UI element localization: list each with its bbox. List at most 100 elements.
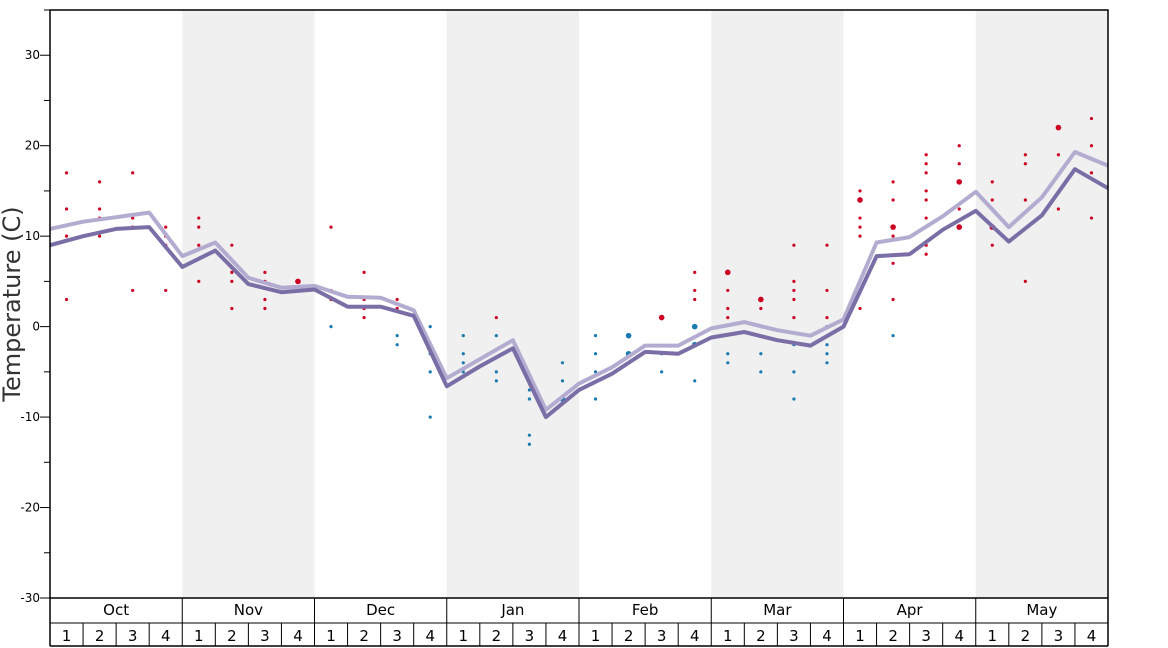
cold-point (428, 415, 432, 419)
month-label: Feb (632, 601, 659, 619)
cold-point (825, 361, 829, 365)
warm-point (726, 288, 730, 293)
cold-point (593, 334, 598, 338)
warm-point (164, 225, 168, 229)
warm-point (97, 207, 102, 211)
warm-point (890, 224, 896, 230)
warm-point (263, 306, 267, 311)
warm-point (164, 288, 168, 293)
warm-point (64, 234, 69, 238)
warm-point (1023, 198, 1027, 202)
month-bands (182, 10, 1108, 598)
cold-point (494, 379, 498, 383)
y-tick-label: 20 (25, 139, 40, 153)
warm-point (329, 225, 333, 229)
week-label: 2 (492, 627, 502, 645)
cold-point (461, 352, 465, 356)
cold-point (527, 388, 532, 392)
cold-point (494, 334, 498, 338)
warm-point (1089, 116, 1094, 121)
cold-point (593, 352, 598, 356)
cold-point (625, 332, 632, 339)
warm-point (858, 225, 862, 229)
warm-point (1056, 153, 1061, 157)
y-tick-label: -30 (20, 591, 40, 605)
week-label: 4 (690, 627, 700, 645)
week-label: 2 (359, 627, 369, 645)
cold-point (759, 352, 763, 356)
week-label: 1 (591, 627, 601, 645)
warm-point (362, 315, 366, 320)
cold-point (691, 323, 698, 330)
warm-point (990, 180, 994, 184)
month-band (446, 10, 579, 598)
cold-point (527, 397, 532, 401)
week-label: 3 (789, 627, 799, 645)
warm-point (197, 279, 201, 283)
cold-point (395, 343, 399, 347)
warm-point (1023, 279, 1027, 283)
warm-point (792, 297, 796, 302)
warm-point (263, 297, 267, 302)
warm-point (295, 278, 301, 285)
warm-point (693, 297, 697, 302)
warm-point (724, 269, 731, 276)
warm-point (891, 297, 895, 302)
week-label: 1 (855, 627, 865, 645)
warm-point (792, 288, 796, 293)
warm-point (956, 179, 963, 185)
week-label: 3 (128, 627, 138, 645)
warm-point (857, 197, 863, 203)
week-label: 4 (822, 627, 832, 645)
warm-point (891, 261, 895, 265)
week-label: 4 (161, 627, 171, 645)
warm-point (957, 144, 961, 148)
warm-point (758, 296, 764, 303)
warm-point (792, 279, 796, 283)
month-band (711, 10, 844, 598)
week-label: 1 (194, 627, 204, 645)
month-label: Apr (897, 601, 924, 619)
cold-point (660, 370, 664, 374)
y-axis-label: Temperature (C) (0, 206, 26, 402)
warm-point (97, 234, 102, 238)
week-label: 1 (723, 627, 733, 645)
warm-point (263, 270, 267, 274)
warm-point (825, 315, 829, 320)
warm-point (759, 306, 763, 311)
week-label: 4 (954, 627, 964, 645)
week-label: 2 (1021, 627, 1031, 645)
warm-point (924, 153, 928, 157)
warm-point (197, 225, 201, 229)
cold-point (428, 325, 432, 329)
cold-point (825, 352, 829, 356)
week-label: 3 (525, 627, 535, 645)
warm-point (230, 270, 234, 274)
series-line-light (49, 150, 1109, 412)
warm-point (693, 288, 697, 293)
week-label: 1 (326, 627, 336, 645)
month-label: May (1026, 601, 1057, 619)
warm-point (1055, 124, 1062, 131)
warm-point (197, 216, 201, 220)
cold-point (428, 370, 432, 374)
y-tick-label: 0 (32, 320, 40, 334)
cold-point (527, 433, 532, 437)
month-label: Mar (763, 601, 792, 619)
warm-point (792, 243, 796, 247)
warm-point (494, 315, 498, 320)
cold-point (560, 361, 565, 365)
warm-point (230, 243, 234, 247)
cold-point (527, 442, 532, 446)
warm-point (1089, 144, 1094, 148)
week-label: 4 (558, 627, 568, 645)
warm-point (858, 306, 862, 311)
warm-point (924, 252, 928, 256)
month-label: Jan (500, 601, 524, 619)
warm-point (891, 180, 895, 184)
cold-point (891, 334, 895, 338)
x-axis: Oct 1 2 3 4 Nov 1 2 3 4 Dec 1 2 3 4 Jan 1 2 3 4 Feb 1 2 3 4 Mar 1 2… (49, 598, 1109, 647)
warm-point (957, 162, 961, 166)
week-label: 4 (1087, 627, 1097, 645)
